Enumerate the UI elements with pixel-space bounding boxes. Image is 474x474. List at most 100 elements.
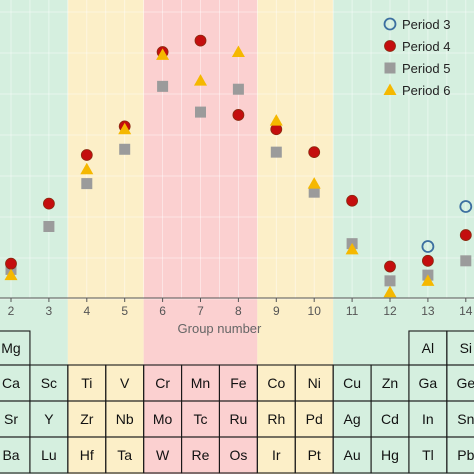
point-period-6 xyxy=(269,114,283,126)
point-period-5 xyxy=(195,106,206,118)
element-symbol: Al xyxy=(422,340,434,356)
point-period-6 xyxy=(80,162,94,175)
legend-marker-2 xyxy=(384,40,396,52)
element-symbol: Mn xyxy=(191,375,210,391)
x-tick-label: 11 xyxy=(346,304,359,318)
element-symbol: Ba xyxy=(2,447,19,463)
element-symbol: Si xyxy=(460,340,472,356)
point-period-5 xyxy=(232,83,244,95)
point-period-4 xyxy=(194,34,207,47)
point-period-3 xyxy=(421,240,435,253)
element-symbol: Ru xyxy=(229,411,247,427)
element-symbol: Ta xyxy=(117,447,132,463)
element-symbol: Pb xyxy=(457,447,474,463)
legend-label: Period 3 xyxy=(402,17,450,32)
point-period-5 xyxy=(43,221,55,232)
point-period-5 xyxy=(119,143,131,155)
element-symbol: Y xyxy=(44,411,54,427)
element-symbol: W xyxy=(156,447,170,463)
element-symbol: Rh xyxy=(267,411,285,427)
x-tick-label: 3 xyxy=(46,304,53,318)
element-symbol: Re xyxy=(192,447,210,463)
x-tick-label: 10 xyxy=(308,304,322,318)
legend-marker-1 xyxy=(383,17,397,31)
element-symbol: Co xyxy=(267,375,285,391)
element-symbol: Mg xyxy=(1,340,20,356)
element-symbol: Pd xyxy=(306,411,323,427)
point-period-4 xyxy=(308,146,321,159)
periodic-table: Mg Al Si Ca Sc Ti V Cr Mn Fe Co Ni Cu Zn Ga Ge Sr Y Zr Nb Mo… xyxy=(0,330,474,474)
element-symbol: Sc xyxy=(41,375,57,391)
point-period-5 xyxy=(384,275,396,287)
x-tick-label: 7 xyxy=(197,304,204,318)
x-tick-label: 6 xyxy=(159,304,166,318)
point-period-5 xyxy=(81,178,93,190)
element-symbol: Cr xyxy=(155,375,170,391)
x-tick-label: 12 xyxy=(383,304,397,318)
point-period-6 xyxy=(307,177,321,189)
data-points xyxy=(4,34,473,298)
point-period-6 xyxy=(231,45,245,58)
point-period-4 xyxy=(43,197,55,210)
element-symbol: Tl xyxy=(422,447,434,463)
element-cell xyxy=(446,436,474,474)
x-tick-label: 9 xyxy=(273,304,280,318)
element-symbol: Mo xyxy=(153,411,173,427)
point-period-4 xyxy=(232,109,245,121)
element-symbol: Au xyxy=(344,447,361,463)
element-symbol: Ni xyxy=(308,375,321,391)
element-symbol: Tc xyxy=(194,411,208,427)
element-symbol: Fe xyxy=(230,375,247,391)
point-period-6 xyxy=(383,285,397,298)
point-period-6 xyxy=(345,242,359,255)
element-symbol: Zr xyxy=(80,411,94,427)
grid-lines xyxy=(10,0,467,298)
x-axis-label: Group number xyxy=(178,321,262,336)
legend-label: Period 5 xyxy=(402,61,450,76)
legend-label: Period 4 xyxy=(402,39,450,54)
point-period-6 xyxy=(421,274,435,286)
point-period-4 xyxy=(346,194,359,207)
element-symbol: Ca xyxy=(2,375,20,391)
x-tick-label: 13 xyxy=(421,304,435,318)
element-symbol: Lu xyxy=(41,447,57,463)
element-symbol: Cd xyxy=(381,411,399,427)
point-period-5 xyxy=(270,146,282,158)
point-period-6 xyxy=(194,74,207,86)
legend: Period 3 Period 4 Period 5 Period 6 xyxy=(383,17,450,98)
point-period-4 xyxy=(459,229,472,241)
x-tick-label: 14 xyxy=(459,304,473,318)
legend-marker-3 xyxy=(384,62,396,74)
point-period-5 xyxy=(460,255,472,267)
element-symbol: Ga xyxy=(419,375,438,391)
element-symbol: Ge xyxy=(456,375,474,391)
element-symbol: Nb xyxy=(116,411,134,427)
point-period-4 xyxy=(384,260,396,273)
point-period-3 xyxy=(459,200,473,213)
x-tick-label: 8 xyxy=(235,304,242,318)
element-symbol: Pt xyxy=(308,447,321,463)
point-period-6 xyxy=(118,122,132,135)
element-symbol: Hf xyxy=(80,447,94,463)
element-symbol: Ag xyxy=(344,411,361,427)
x-tick-label: 4 xyxy=(83,304,90,318)
point-period-5 xyxy=(308,186,320,198)
element-symbol: Ti xyxy=(81,375,92,391)
element-symbol: Cu xyxy=(343,375,361,391)
band-0 xyxy=(0,0,68,474)
point-period-4 xyxy=(80,149,93,161)
point-period-6 xyxy=(156,48,170,60)
element-symbol: Zn xyxy=(382,375,398,391)
x-tick-label: 5 xyxy=(121,304,128,318)
point-period-5 xyxy=(157,80,169,92)
legend-marker-4 xyxy=(383,83,397,95)
x-tick-label: 2 xyxy=(8,304,15,318)
element-symbol: Sn xyxy=(457,411,474,427)
point-period-4 xyxy=(5,257,17,270)
element-symbol: V xyxy=(120,375,130,391)
element-symbol: In xyxy=(422,411,434,427)
element-symbol: Hg xyxy=(381,447,399,463)
element-symbol: Sr xyxy=(4,411,18,427)
